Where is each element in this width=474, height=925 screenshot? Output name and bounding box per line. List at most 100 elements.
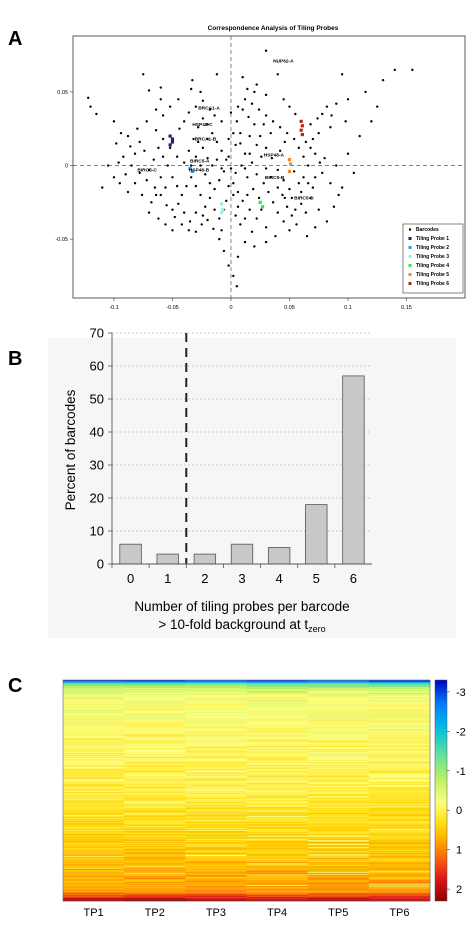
heatmap-cell	[307, 693, 370, 695]
heatmap-cell	[368, 775, 431, 777]
heatmap-cell	[124, 813, 186, 815]
heatmap-cell	[63, 709, 125, 711]
heatmap-cell	[246, 878, 308, 880]
heatmap-cell	[368, 720, 431, 722]
heatmap-cell	[124, 879, 186, 881]
heatmap-cell	[63, 684, 125, 686]
heatmap-cell	[246, 875, 308, 877]
heatmap-cell	[124, 814, 186, 816]
heatmap-cell	[246, 873, 308, 875]
heatmap-cell	[185, 764, 247, 766]
heatmap-cell	[63, 794, 125, 796]
point-annotation: BRCA1-A	[198, 106, 220, 112]
scatter-point	[220, 149, 223, 153]
heatmap-cell	[124, 691, 186, 692]
heatmap-cell	[307, 714, 370, 716]
heatmap-cell	[63, 898, 125, 900]
heatmap-cell	[63, 735, 125, 737]
heatmap-cell	[124, 713, 186, 715]
heatmap-cell	[307, 797, 370, 799]
scatter-point	[153, 186, 157, 189]
heatmap-cell	[63, 813, 125, 815]
heatmap-cell	[185, 743, 247, 745]
heatmap-cell	[124, 856, 186, 858]
heatmap-cell	[368, 756, 431, 758]
heatmap-cell	[246, 849, 308, 851]
heatmap-cell	[368, 839, 431, 841]
heatmap-cell	[63, 742, 125, 744]
heatmap-cell	[63, 770, 125, 772]
heatmap-cell	[368, 720, 431, 721]
heatmap-cell	[124, 762, 186, 764]
colorbar	[434, 679, 448, 902]
heatmap-cell	[63, 775, 125, 777]
scatter-point	[225, 158, 228, 161]
heatmap-cell	[307, 695, 370, 697]
heatmap-cell	[307, 829, 370, 831]
heatmap-cell	[63, 720, 125, 722]
heatmap-cell	[307, 889, 370, 891]
heatmap-cell	[124, 726, 186, 728]
heatmap-cell	[124, 680, 186, 681]
scatter-point	[246, 176, 249, 179]
heatmap-cell	[185, 775, 247, 777]
heatmap-cell	[246, 715, 308, 717]
heatmap-cell	[246, 805, 308, 807]
heatmap-cell	[124, 775, 186, 777]
heatmap-cell	[307, 687, 370, 689]
heatmap-cell	[63, 898, 125, 900]
heatmap-cell	[246, 874, 308, 876]
tiling-probe-point	[299, 128, 303, 132]
heatmap-cell	[307, 751, 370, 753]
heatmap-cell	[368, 783, 431, 785]
heatmap-cell	[63, 717, 125, 719]
x-tick-label: 1	[164, 571, 171, 586]
heatmap-cell	[307, 854, 370, 855]
heatmap-cell	[368, 824, 431, 826]
heatmap-cell	[63, 686, 125, 688]
heatmap-cell	[246, 826, 308, 828]
heatmap-cell	[307, 783, 370, 785]
y-tick-label: 70	[90, 326, 104, 341]
heatmap-cell	[63, 822, 125, 824]
heatmap-cell	[124, 746, 186, 748]
heatmap-cell	[307, 700, 370, 701]
heatmap-cell	[124, 816, 186, 817]
heatmap-cell	[307, 833, 370, 835]
heatmap-cell	[63, 738, 125, 740]
heatmap-cell	[307, 764, 370, 766]
heatmap-cell	[368, 880, 431, 882]
heatmap-cell	[368, 742, 431, 744]
heatmap-cell	[368, 758, 431, 760]
heatmap-cell	[124, 893, 186, 895]
heatmap-cell	[124, 731, 186, 733]
heatmap-cell	[307, 755, 370, 757]
scatter-point	[140, 193, 144, 197]
heatmap-cell	[124, 809, 186, 811]
heatmap-cell	[185, 853, 247, 855]
heatmap-cell	[307, 888, 370, 890]
heatmap-cell	[246, 859, 308, 861]
heatmap-cell	[63, 731, 125, 733]
heatmap-cell	[368, 802, 431, 804]
heatmap-cell	[185, 872, 247, 874]
heatmap-cell	[246, 847, 308, 849]
heatmap-cell	[368, 869, 431, 871]
heatmap-cell	[124, 802, 186, 804]
heatmap-cell	[307, 847, 370, 849]
scatter-point	[250, 230, 254, 233]
heatmap-cell	[368, 845, 431, 847]
heatmap-cell	[307, 703, 370, 705]
heatmap-cell	[368, 854, 431, 856]
heatmap-cell	[63, 897, 125, 899]
heatmap-cell	[246, 767, 308, 769]
heatmap-cell	[246, 688, 308, 690]
heatmap-cell	[246, 733, 308, 735]
heatmap-cell	[63, 778, 125, 780]
scatter-chart: Correspondence Analysis of Tiling Probes…	[55, 25, 466, 311]
scatter-point	[220, 167, 223, 170]
heatmap-cell	[185, 865, 247, 867]
heatmap-cell	[368, 713, 431, 715]
heatmap-cell	[185, 884, 247, 886]
scatter-point	[173, 215, 177, 219]
